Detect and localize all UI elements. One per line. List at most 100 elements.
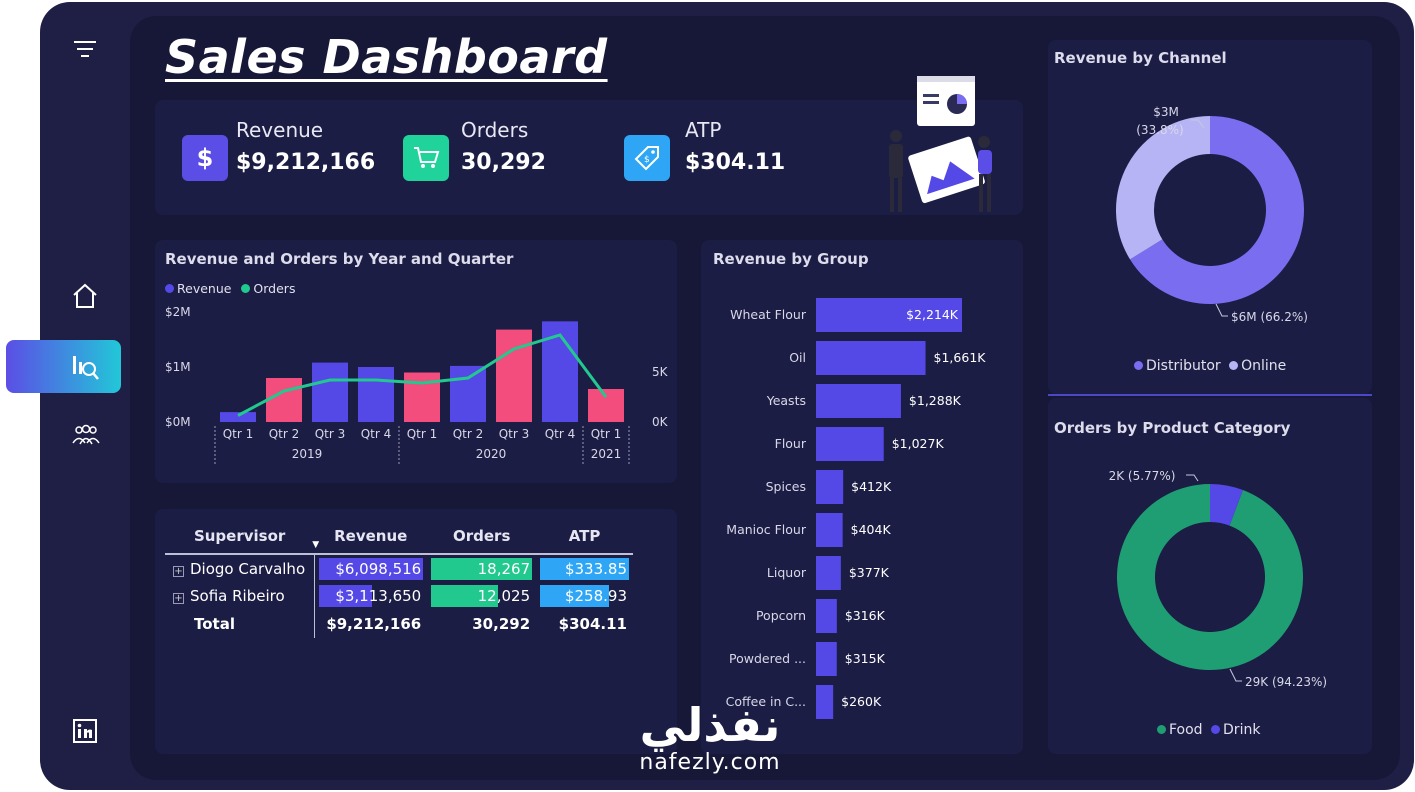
svg-text:$: $ [644,155,650,165]
x-tick-label: Qtr 3 [315,427,346,441]
online-pct-label: (33.8%) [1136,123,1183,137]
col-revenue-label: Revenue [334,526,408,545]
total-atp: $304.11 [558,615,627,633]
watermark-logo: نفذلي nafezly.com [620,700,800,790]
group-label: Popcorn [756,608,806,623]
group-value-label: $1,027K [892,436,945,451]
revenue-bar [312,362,348,422]
category-title: Orders by Product Category [1054,419,1291,437]
group-value-label: $315K [845,651,886,666]
orders-cell: 12,025 [431,585,532,607]
revenue-bar [404,372,440,422]
total-orders: 30,292 [472,615,531,633]
group-bar [816,685,834,719]
home-icon[interactable] [71,282,99,314]
category-chart: 2K (5.77%) 29K (94.23%) [1109,469,1327,689]
kpi-orders-label: Orders [461,118,529,142]
group-value-label: $377K [849,565,890,580]
year-quarter-legend: Revenue Orders [165,281,295,296]
channel-title: Revenue by Channel [1054,49,1227,67]
supervisor-name: Diogo Carvalho [190,559,306,578]
online-slice [1116,116,1210,260]
x-tick-label: Qtr 2 [269,427,300,441]
kpi-atp-value: $304.11 [685,150,786,175]
x-group-label: 2020 [476,447,507,461]
sort-desc-icon: ▼ [312,540,320,550]
group-value-label: $2,214K [906,307,959,322]
y-tick-right: 0K [652,415,669,429]
group-title: Revenue by Group [713,250,869,268]
supervisor-table: Supervisor Revenue ▼ Orders ATP + Diogo C… [165,518,633,638]
col-supervisor[interactable]: Supervisor [193,526,286,545]
dollar-icon: $ [182,135,228,181]
group-bar [816,513,843,547]
table-row[interactable]: + Diogo Carvalho $6,098,516 18,267 $333.8… [165,554,633,582]
y-tick-left: $2M [165,305,191,319]
table-row[interactable]: + Sofia Ribeiro $3,113,650 12,025 $258.93 [165,582,633,610]
orders-cell: 18,267 [431,557,533,580]
food-label: 29K (94.23%) [1245,675,1327,689]
group-label: Manioc Flour [726,522,807,537]
col-revenue[interactable]: Revenue ▼ [312,518,427,554]
expand-icon[interactable]: + [173,565,184,577]
revenue-bar [450,365,486,422]
group-value-label: $412K [851,479,892,494]
analytics-icon [70,352,100,386]
kpi-panel [155,100,1023,215]
col-atp[interactable]: ATP [568,526,601,545]
group-label: Flour [775,436,807,451]
drink-leader-line [1186,474,1199,482]
revenue-bar [496,329,532,422]
revenue-bar [266,378,302,422]
watermark-arabic: نفذلي [639,698,781,752]
atp-cell: $333.85 [540,557,629,580]
filter-icon[interactable] [74,40,96,58]
year-quarter-panel [155,240,677,483]
year-quarter-title: Revenue and Orders by Year and Quarter [165,250,514,268]
group-value-label: $1,661K [934,350,987,365]
legend-drink: Drink [1223,722,1261,738]
group-bar [816,556,841,590]
group-label: Liquor [767,565,807,580]
linkedin-icon[interactable] [73,719,97,747]
group-label: Powdered ... [729,651,806,666]
revenue-cell: $6,098,516 [318,557,424,580]
drink-label: 2K (5.77%) [1109,469,1176,483]
orders-line [237,333,608,417]
price-tag-icon: $ [624,135,670,181]
supervisor-name: Sofia Ribeiro [190,587,285,605]
y-tick-left: $1M [165,360,191,374]
analytics-nav-item[interactable] [6,340,121,393]
group-bar [816,642,837,676]
x-group-label: 2021 [591,447,622,461]
group-value-label: $316K [845,608,886,623]
legend-revenue: Revenue [177,281,232,296]
group-chart: Wheat Flour $2,214K Oil $1,661K Yeasts $1,288… [726,298,987,719]
team-icon[interactable] [71,423,101,451]
distributor-label: $6M (66.2%) [1231,310,1308,324]
x-tick-label: Qtr 1 [407,427,438,441]
panel-divider [1048,394,1372,396]
expand-icon[interactable]: + [173,593,184,604]
category-legend: Food Drink [1157,722,1260,738]
y-tick-right: 5K [652,365,669,379]
group-bar [816,341,926,375]
x-group-label: 2019 [292,447,323,461]
col-orders[interactable]: Orders [452,526,511,545]
category-panel [1048,398,1372,754]
total-label: Total [165,610,315,638]
y-tick-left: $0M [165,415,191,429]
revenue-bar [358,367,394,422]
page-title: Sales Dashboard [165,30,608,84]
food-leader-line [1229,668,1242,682]
distributor-slice [1130,116,1304,304]
x-tick-label: Qtr 2 [453,427,484,441]
group-bar [816,470,844,504]
group-label: Oil [789,350,806,365]
channel-legend: Distributor Online [1134,358,1286,374]
kpi-revenue-label: Revenue [236,118,324,142]
legend-food: Food [1169,722,1203,738]
group-label: Coffee in C... [726,694,806,709]
group-bar [816,427,884,461]
x-tick-label: Qtr 1 [223,427,254,441]
